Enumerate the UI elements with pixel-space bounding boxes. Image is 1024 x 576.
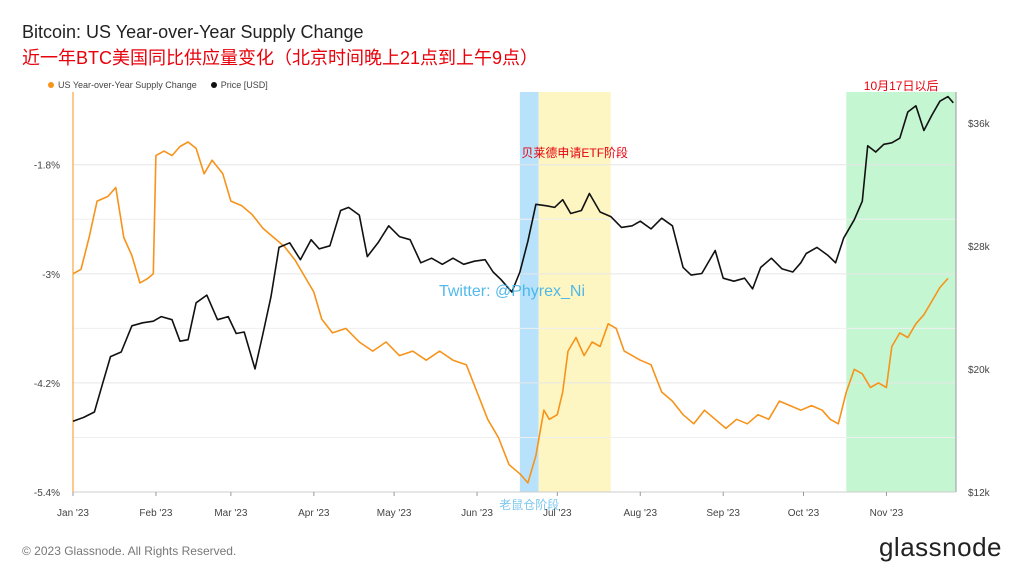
legend-dot-price	[210, 82, 217, 88]
y-right-tick-label: $20k	[968, 365, 991, 376]
y-left-tick-label: -5.4%	[34, 488, 60, 499]
y-left-tick-label: -3%	[42, 270, 60, 281]
x-tick-label: Jun '23	[461, 508, 493, 519]
legend-item-supply[interactable]: US Year-over-Year Supply Change	[48, 80, 197, 90]
legend: US Year-over-Year Supply Change Price [U…	[48, 80, 268, 90]
x-tick-label: Sep '23	[706, 508, 740, 519]
chart-subtitle: 近一年BTC美国同比供应量变化（北京时间晚上21点到上午9点）	[22, 48, 539, 68]
x-tick-label: Apr '23	[298, 508, 330, 519]
watermark-annotation: Twitter: @Phyrex_Ni	[439, 283, 585, 300]
legend-label-supply: US Year-over-Year Supply Change	[58, 80, 197, 90]
x-tick-label: Jul '23	[543, 508, 572, 519]
x-tick-label: Nov '23	[870, 508, 904, 519]
y-left-tick-label: -4.2%	[34, 379, 60, 390]
brand-logo: glassnode	[878, 532, 1002, 562]
legend-label-price: Price [USD]	[220, 80, 268, 90]
chart-title: Bitcoin: US Year-over-Year Supply Change	[22, 22, 364, 42]
y-right-tick-label: $12k	[968, 488, 991, 499]
y-right-tick-label: $28k	[968, 242, 991, 253]
legend-item-price[interactable]: Price [USD]	[210, 80, 268, 90]
x-tick-label: Mar '23	[214, 508, 247, 519]
highlight-region-0	[519, 92, 539, 492]
region-label-1: 贝莱德申请ETF阶段	[521, 145, 628, 160]
series-line-price	[72, 95, 954, 422]
x-tick-label: Feb '23	[139, 508, 172, 519]
copyright: © 2023 Glassnode. All Rights Reserved.	[22, 544, 237, 558]
highlight-region-1	[538, 92, 611, 492]
region-label-2: 10月17日以后	[864, 79, 939, 93]
x-tick-label: Jan '23	[57, 508, 89, 519]
x-tick-label: May '23	[377, 508, 412, 519]
y-left-tick-label: -1.8%	[34, 161, 60, 172]
region-label-0: 老鼠仓阶段	[499, 497, 559, 512]
x-tick-label: Oct '23	[788, 508, 820, 519]
x-tick-label: Aug '23	[623, 508, 657, 519]
highlight-region-2	[846, 92, 956, 492]
series-line-supply	[72, 141, 949, 484]
y-right-tick-label: $36k	[968, 119, 991, 130]
legend-dot-supply	[48, 82, 54, 88]
